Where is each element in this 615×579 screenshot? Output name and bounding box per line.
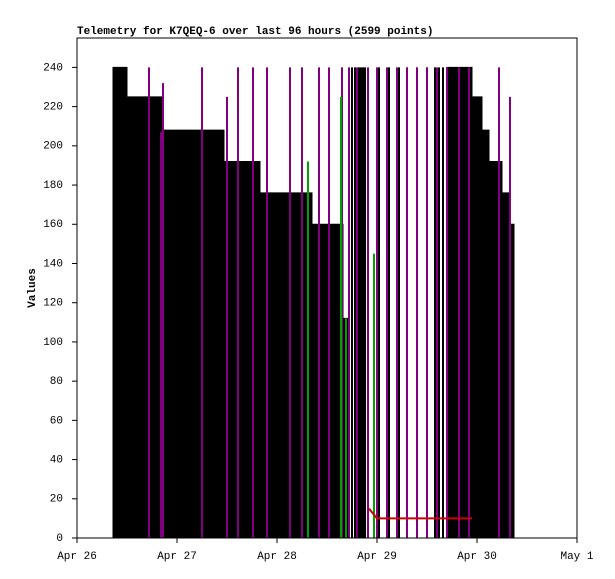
y-tick-label: 100: [43, 337, 63, 349]
area: [446, 66, 515, 539]
y-tick-label: 120: [43, 298, 63, 310]
x-tick-label: Apr 29: [357, 551, 397, 563]
x-tick-label: Apr 27: [157, 551, 197, 563]
chart-title: Telemetry for K7QEQ-6 over last 96 hours…: [77, 26, 433, 38]
x-tick-label: Apr 28: [257, 551, 297, 563]
y-tick-label: 20: [50, 494, 63, 506]
y-tick-label: 160: [43, 219, 63, 231]
y-tick-label: 80: [50, 376, 63, 388]
y-tick-label: 220: [43, 102, 63, 114]
y-axis-label: Values: [27, 268, 39, 308]
y-tick-label: 200: [43, 141, 63, 153]
y-tick-label: 40: [50, 454, 63, 466]
x-tick-label: Apr 26: [57, 551, 97, 563]
x-tick-label: Apr 30: [457, 551, 497, 563]
plot-frame: [76, 37, 578, 539]
y-tick-label: 180: [43, 180, 63, 192]
y-tick-label: 240: [43, 62, 63, 74]
y-tick-label: 140: [43, 258, 63, 270]
y-tick-label: 0: [56, 533, 63, 545]
y-tick-label: 60: [50, 415, 63, 427]
line: [368, 507, 472, 520]
x-tick-label: May 1: [560, 551, 593, 563]
